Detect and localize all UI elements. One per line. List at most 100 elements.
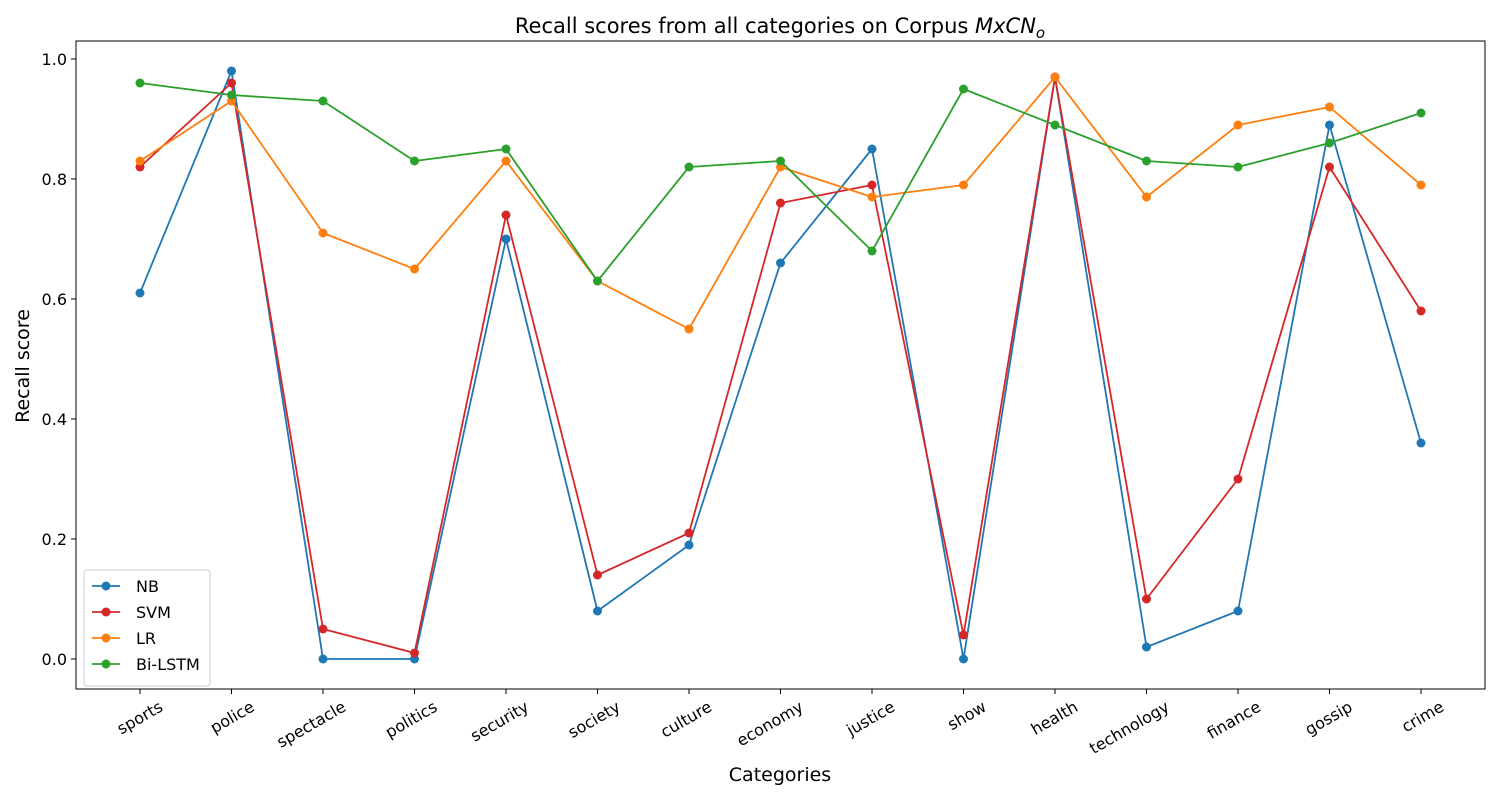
data-point-svm: [1416, 306, 1426, 316]
data-point-svm: [410, 648, 419, 658]
data-point-nb: [959, 654, 968, 664]
data-point-svm: [1233, 474, 1243, 484]
legend-item-lr: LR: [92, 629, 156, 648]
data-point-svm: [1142, 594, 1151, 604]
series-layer: [135, 66, 1426, 664]
data-point-bi-lstm: [410, 156, 419, 166]
data-point-nb: [501, 234, 511, 244]
legend-label: LR: [136, 629, 156, 648]
data-point-nb: [1325, 120, 1334, 130]
x-tick-label: technology: [1086, 697, 1172, 758]
legend-label: Bi-LSTM: [136, 655, 200, 674]
data-point-svm: [227, 78, 236, 88]
data-point-bi-lstm: [1325, 138, 1334, 148]
legend-marker: [101, 633, 111, 643]
data-point-lr: [1050, 72, 1060, 82]
x-tick-label: health: [1028, 697, 1081, 739]
data-point-nb: [776, 258, 785, 268]
data-point-nb: [1416, 438, 1426, 448]
data-point-svm: [959, 630, 968, 640]
data-point-svm: [867, 180, 877, 190]
chart-title-math: MxCN: [975, 14, 1036, 38]
y-tick-label: 1.0: [42, 50, 67, 69]
data-point-svm: [501, 210, 511, 220]
x-tick-label: show: [944, 697, 989, 734]
data-point-bi-lstm: [135, 78, 145, 88]
data-point-bi-lstm: [684, 162, 694, 172]
y-axis-ticks: 0.0 0.2 0.4 0.6 0.8 1.0: [42, 50, 76, 669]
x-tick-label: security: [467, 697, 532, 745]
data-point-nb: [593, 606, 602, 616]
x-tick-label: spectacle: [273, 697, 349, 752]
data-point-lr: [318, 228, 328, 238]
x-tick-label: sports: [114, 697, 166, 738]
x-tick-label: politics: [382, 697, 441, 742]
x-tick-label: culture: [657, 697, 715, 741]
plot-frame: [75, 40, 1486, 690]
y-tick-label: 0.4: [42, 410, 67, 429]
data-point-bi-lstm: [501, 144, 511, 154]
data-point-nb: [1233, 606, 1243, 616]
y-tick-label: 0.0: [42, 650, 67, 669]
data-point-svm: [684, 528, 694, 538]
x-axis-ticks: sports police spectacle politics security soc…: [114, 689, 1447, 758]
legend-marker: [101, 581, 111, 591]
legend-item-nb: NB: [92, 577, 159, 596]
x-tick-label: finance: [1204, 697, 1264, 743]
data-point-bi-lstm: [227, 90, 236, 100]
x-tick-label: crime: [1398, 697, 1447, 736]
data-point-bi-lstm: [1050, 120, 1060, 130]
x-tick-label: economy: [733, 697, 806, 750]
legend: NB SVM LR Bi-LSTM: [83, 569, 211, 687]
x-tick-label: society: [565, 697, 624, 742]
data-point-nb: [867, 144, 877, 154]
data-point-nb: [227, 66, 236, 76]
data-point-svm: [776, 198, 785, 208]
y-tick-label: 0.2: [42, 530, 67, 549]
legend-marker: [101, 607, 111, 617]
x-axis-label: Categories: [729, 764, 831, 786]
data-point-lr: [410, 264, 419, 274]
data-point-bi-lstm: [776, 156, 785, 166]
data-point-lr: [1416, 180, 1426, 190]
series-bi-lstm: [135, 78, 1426, 286]
legend-box: [83, 569, 211, 687]
data-point-lr: [1325, 102, 1334, 112]
data-point-lr: [867, 192, 877, 202]
chart-title: Recall scores from all categories on Cor…: [515, 14, 1045, 42]
data-point-bi-lstm: [959, 84, 968, 94]
data-point-bi-lstm: [593, 276, 602, 286]
data-point-nb: [684, 540, 694, 550]
legend-item-svm: SVM: [92, 603, 171, 622]
data-point-bi-lstm: [1233, 162, 1243, 172]
plot-area: [75, 40, 1486, 690]
x-tick-label: police: [207, 697, 258, 737]
data-point-bi-lstm: [867, 246, 877, 256]
data-point-bi-lstm: [318, 96, 328, 106]
chart-title-math-subscript: o: [1036, 24, 1045, 42]
y-axis-label: Recall score: [12, 309, 34, 423]
data-point-nb: [1142, 642, 1151, 652]
data-point-svm: [318, 624, 328, 634]
series-line-bi-lstm: [139, 82, 1422, 282]
y-tick-label: 0.6: [42, 290, 67, 309]
data-point-nb: [318, 654, 328, 664]
y-tick-label: 0.8: [42, 170, 67, 189]
data-point-lr: [1142, 192, 1151, 202]
data-point-svm: [1325, 162, 1334, 172]
data-point-lr: [135, 156, 145, 166]
legend-marker: [101, 659, 111, 669]
series-nb: [135, 66, 1426, 664]
data-point-nb: [135, 288, 145, 298]
data-point-svm: [593, 570, 602, 580]
data-point-lr: [684, 324, 694, 334]
data-point-lr: [1233, 120, 1243, 130]
data-point-lr: [501, 156, 511, 166]
series-svm: [135, 72, 1426, 658]
data-point-bi-lstm: [1416, 108, 1426, 118]
data-point-bi-lstm: [1142, 156, 1151, 166]
legend-label: NB: [136, 577, 159, 596]
legend-label: SVM: [136, 603, 171, 622]
legend-item-bi-lstm: Bi-LSTM: [92, 655, 200, 674]
